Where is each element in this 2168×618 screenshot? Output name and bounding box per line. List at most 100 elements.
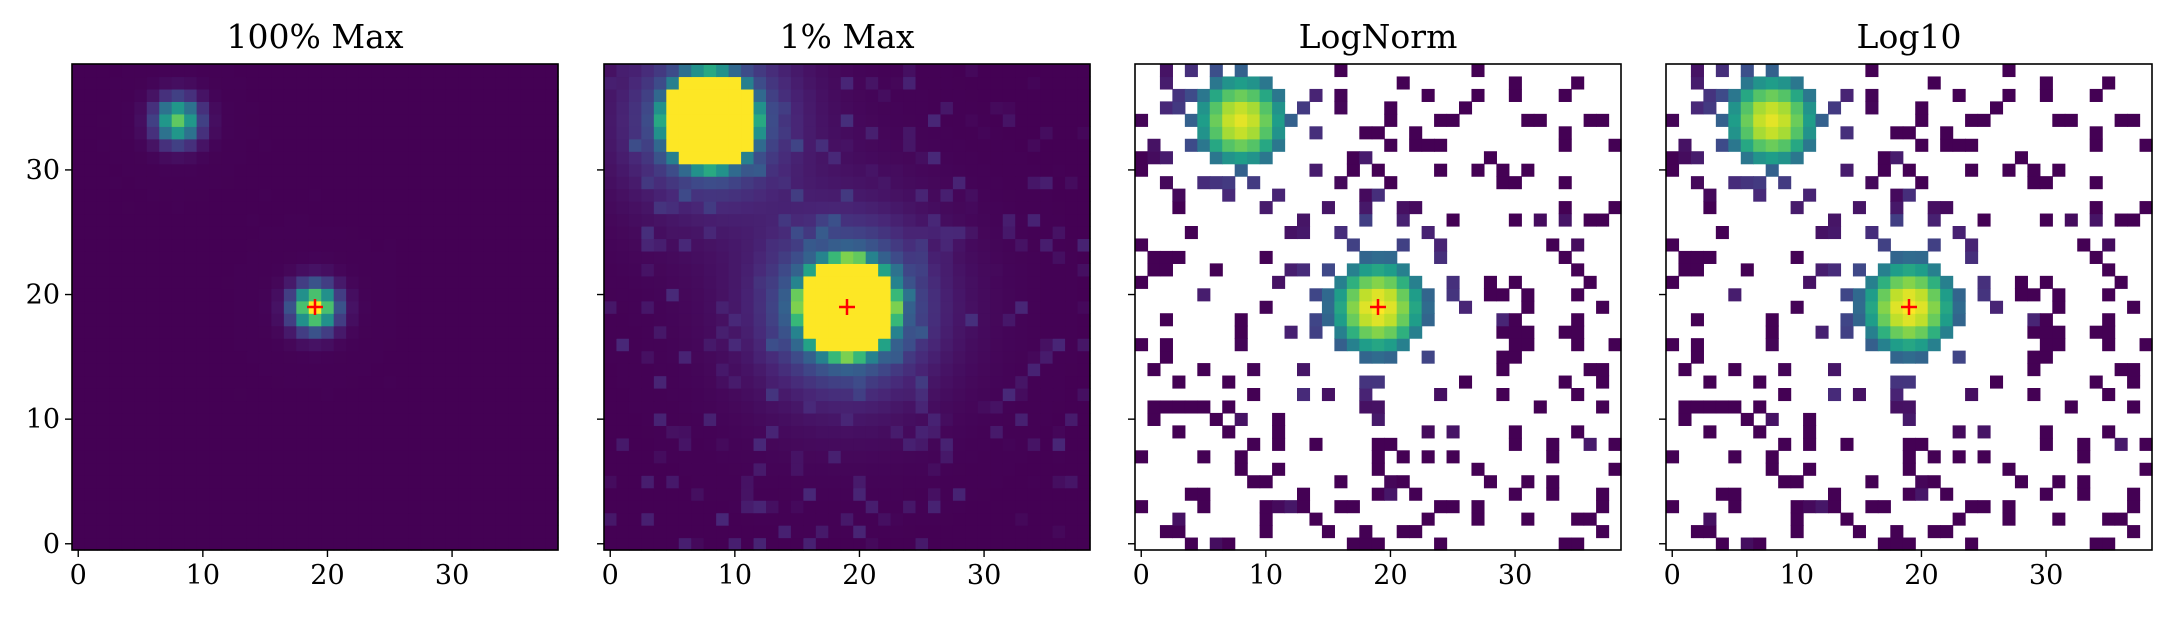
heatmap-cell xyxy=(396,76,410,90)
heatmap-cell xyxy=(828,113,842,127)
heatmap-cell xyxy=(977,412,991,426)
heatmap-cell xyxy=(1496,325,1510,339)
heatmap-cell xyxy=(865,512,879,526)
heatmap-cell xyxy=(803,537,817,551)
heatmap-cell xyxy=(1040,250,1054,264)
heatmap-cell xyxy=(952,201,966,215)
heatmap-cell xyxy=(766,437,780,451)
heatmap-cell xyxy=(1040,512,1054,526)
heatmap-cell xyxy=(1583,363,1597,377)
heatmap-cell xyxy=(1334,64,1348,78)
heatmap-cell xyxy=(1209,151,1223,165)
heatmap-cell xyxy=(1065,101,1079,115)
axes-frame xyxy=(1134,63,1622,551)
heatmap-cell xyxy=(766,537,780,551)
heatmap-cell xyxy=(196,525,210,539)
heatmap-cell xyxy=(296,537,310,551)
heatmap-cell xyxy=(258,126,272,140)
heatmap-cell xyxy=(2052,163,2066,177)
heatmap-cell xyxy=(371,537,385,551)
heatmap-cell xyxy=(1272,412,1286,426)
heatmap-cell xyxy=(2077,475,2091,489)
heatmap-cell xyxy=(865,288,879,302)
heatmap-cell xyxy=(928,201,942,215)
heatmap-cell xyxy=(134,525,148,539)
heatmap-cell xyxy=(358,151,372,165)
heatmap-cell xyxy=(445,76,459,90)
heatmap-cell xyxy=(396,126,410,140)
heatmap-cell xyxy=(728,113,742,127)
heatmap-cell xyxy=(604,462,618,476)
heatmap-cell xyxy=(1446,288,1460,302)
heatmap-cell xyxy=(977,537,991,551)
heatmap-cell xyxy=(1890,388,1904,402)
heatmap-cell xyxy=(803,338,817,352)
heatmap-cell xyxy=(308,151,322,165)
heatmap-cell xyxy=(1172,525,1186,539)
heatmap-cell xyxy=(778,363,792,377)
heatmap-cell xyxy=(146,537,160,551)
heatmap-cell xyxy=(134,363,148,377)
heatmap-cell xyxy=(703,487,717,501)
heatmap-cell xyxy=(495,325,509,339)
heatmap-cell xyxy=(221,475,235,489)
heatmap-cell xyxy=(358,325,372,339)
heatmap-cell xyxy=(271,525,285,539)
heatmap-cell xyxy=(790,313,804,327)
heatmap-cell xyxy=(358,487,372,501)
heatmap-cell xyxy=(420,500,434,514)
heatmap-cell xyxy=(1596,363,1610,377)
heatmap-cell xyxy=(878,213,892,227)
heatmap-cell xyxy=(778,263,792,277)
heatmap-cell xyxy=(308,487,322,501)
heatmap-cell xyxy=(641,475,655,489)
heatmap-cell xyxy=(533,76,547,90)
heatmap-cell xyxy=(653,226,667,240)
heatmap-cell xyxy=(271,88,285,102)
heatmap-cell xyxy=(109,338,123,352)
heatmap-cell xyxy=(666,512,680,526)
heatmap-cell xyxy=(545,288,559,302)
heatmap-cell xyxy=(420,375,434,389)
heatmap-cell xyxy=(728,101,742,115)
heatmap-cell xyxy=(196,475,210,489)
heatmap-cell xyxy=(258,176,272,190)
heatmap-cell xyxy=(333,537,347,551)
heatmap-cell xyxy=(977,325,991,339)
heatmap-cell xyxy=(445,138,459,152)
heatmap-cell xyxy=(171,76,185,90)
heatmap-cell xyxy=(853,188,867,202)
heatmap-cell xyxy=(420,512,434,526)
heatmap-cell xyxy=(977,437,991,451)
heatmap-cell xyxy=(1952,450,1966,464)
heatmap-cell xyxy=(753,176,767,190)
heatmap-cell xyxy=(396,138,410,152)
heatmap-cell xyxy=(716,138,730,152)
heatmap-cell xyxy=(458,537,472,551)
heatmap-cell xyxy=(990,313,1004,327)
heatmap-cell xyxy=(321,338,335,352)
heatmap-cell xyxy=(109,363,123,377)
heatmap-cell xyxy=(1359,263,1373,277)
heatmap-cell xyxy=(1015,188,1029,202)
heatmap-cell xyxy=(146,163,160,177)
heatmap-cell xyxy=(1965,163,1979,177)
heatmap-cell xyxy=(458,450,472,464)
heatmap-cell xyxy=(915,238,929,252)
heatmap-cell xyxy=(458,226,472,240)
heatmap-cell xyxy=(109,500,123,514)
heatmap-cell xyxy=(458,325,472,339)
heatmap-cell xyxy=(1015,388,1029,402)
heatmap-cell xyxy=(371,450,385,464)
heatmap-cell xyxy=(952,88,966,102)
heatmap-cell xyxy=(72,213,86,227)
heatmap-cell xyxy=(1135,500,1149,514)
heatmap-cell xyxy=(271,388,285,402)
heatmap-cell xyxy=(246,350,260,364)
heatmap-cell xyxy=(1890,188,1904,202)
heatmap-cell xyxy=(1508,88,1522,102)
heatmap-cell xyxy=(209,338,223,352)
heatmap-cell xyxy=(1533,113,1547,127)
heatmap-cell xyxy=(1753,113,1767,127)
heatmap-cell xyxy=(495,363,509,377)
